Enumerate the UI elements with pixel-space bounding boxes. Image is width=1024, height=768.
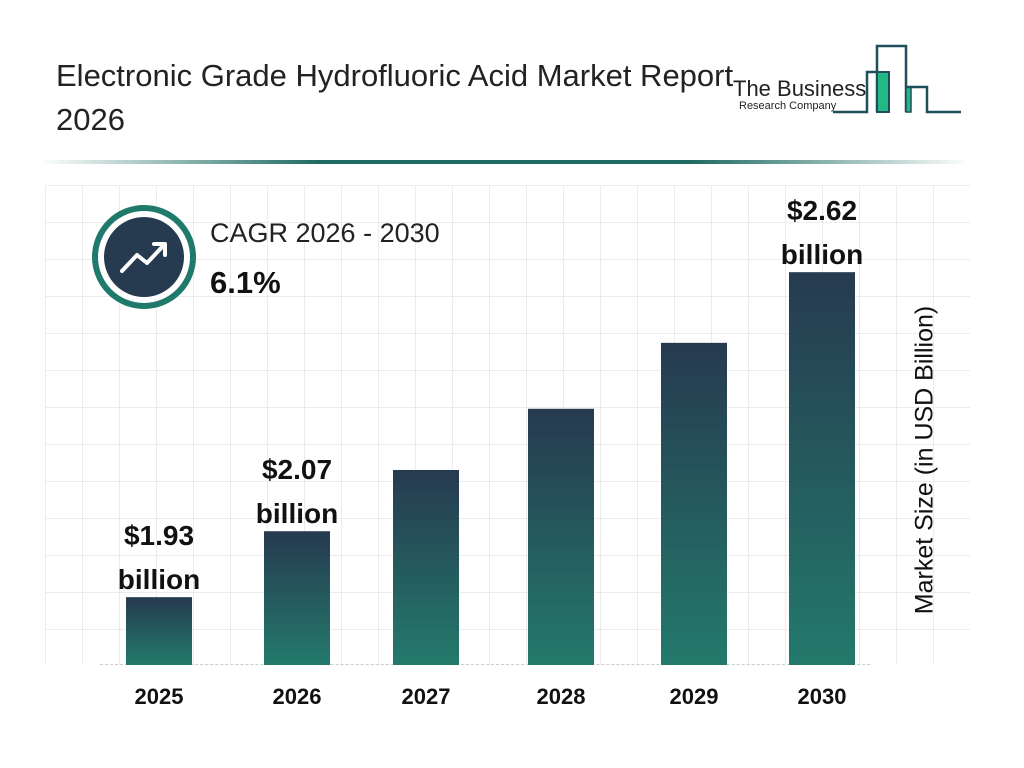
bar-2027	[393, 470, 459, 665]
bar-2030	[789, 272, 855, 665]
divider	[40, 160, 970, 164]
x-tick-label: 2026	[273, 684, 322, 709]
trend-up-icon	[92, 205, 196, 309]
logo-line1: The Business	[733, 76, 867, 101]
logo-buildings-icon	[833, 44, 961, 114]
bar-2029	[661, 342, 727, 665]
x-axis-baseline	[100, 664, 870, 665]
data-label: $2.62 billion	[781, 195, 863, 270]
x-tick-label: 2027	[402, 684, 451, 709]
x-tick-label: 2030	[798, 684, 847, 709]
x-tick-label: 2028	[537, 684, 586, 709]
bar-2028	[528, 408, 594, 665]
x-tick-label: 2025	[135, 684, 184, 709]
company-logo: The Business Research Company	[725, 42, 965, 118]
cagr-label: CAGR 2026 - 2030	[210, 218, 440, 248]
page-title: Electronic Grade Hydrofluoric Acid Marke…	[56, 58, 734, 137]
cagr-value: 6.1%	[210, 265, 281, 300]
logo-line2: Research Company	[739, 100, 837, 112]
bar-2026	[264, 531, 330, 665]
x-tick-label: 2029	[670, 684, 719, 709]
bar-2025	[126, 597, 192, 665]
data-label: $2.07 billion	[256, 454, 338, 529]
data-label: $1.93 billion	[118, 520, 200, 595]
